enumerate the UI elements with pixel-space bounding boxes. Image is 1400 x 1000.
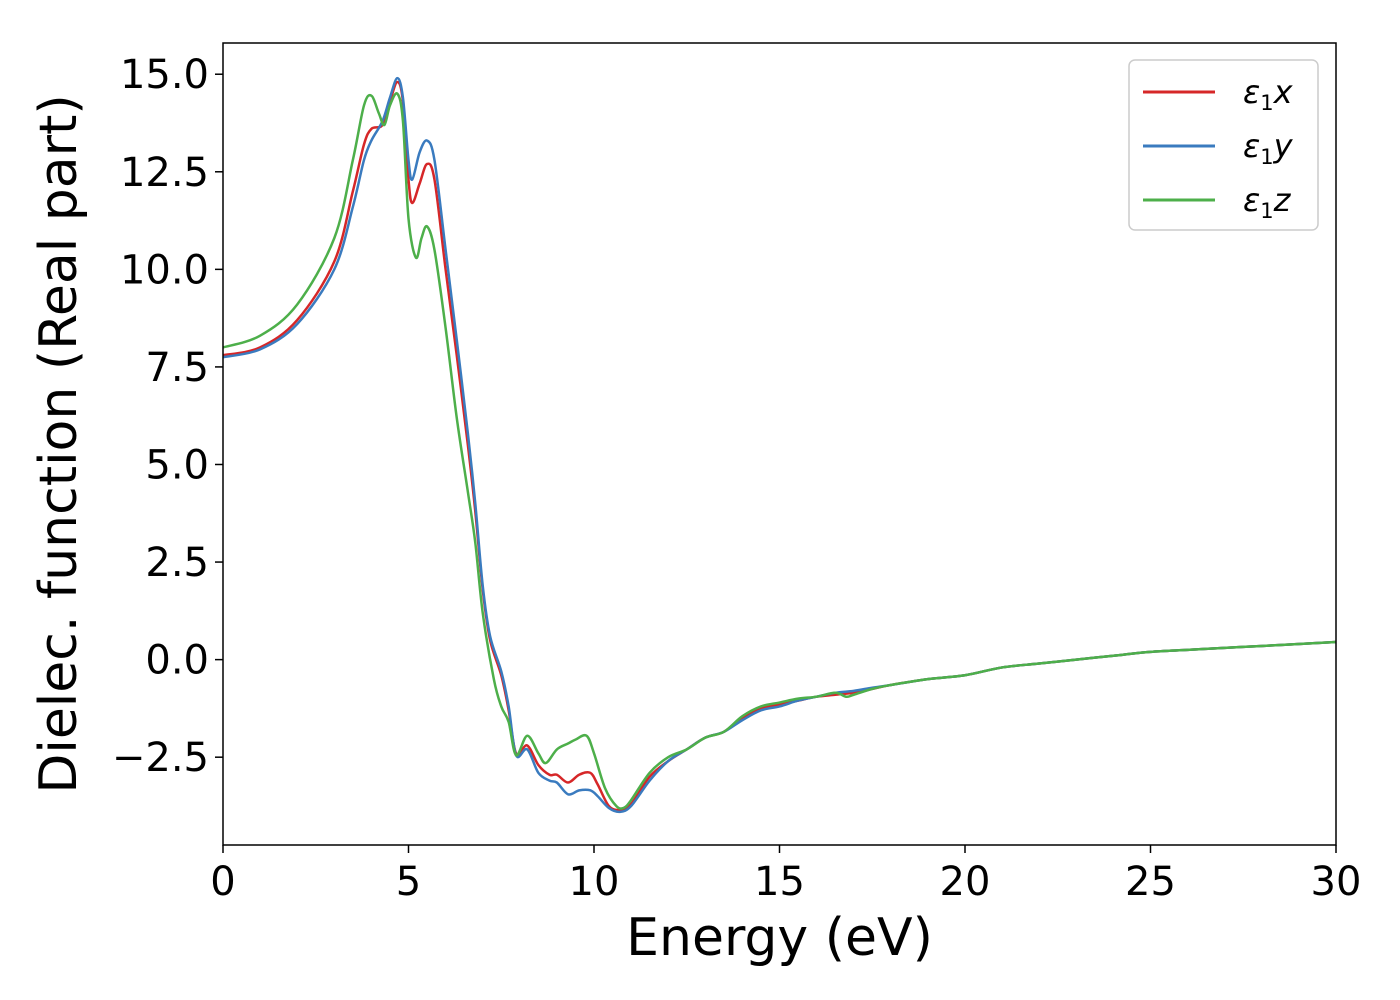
y-tick-label: −2.5	[112, 735, 209, 781]
legend-label-y: ε1y	[1243, 127, 1294, 169]
series-layer	[223, 76, 1336, 814]
y-axis-ticks: −2.5 0.0 2.5 5.0 7.5 10.0 12.5 15.0	[112, 52, 223, 781]
legend: ε1x ε1y ε1z	[1128, 59, 1319, 231]
x-tick-label: 20	[940, 859, 991, 905]
legend-label-z: ε1z	[1243, 181, 1292, 223]
x-tick-label: 10	[569, 859, 620, 905]
x-tick-label: 5	[396, 859, 421, 905]
x-tick-label: 15	[754, 859, 805, 905]
y-tick-label: 10.0	[120, 247, 209, 293]
x-axis-label: Energy (eV)	[626, 908, 933, 968]
y-tick-label: 7.5	[145, 345, 209, 391]
legend-label-x: ε1x	[1243, 73, 1294, 115]
x-axis-ticks: 0 5 10 15 20 25 30	[210, 845, 1361, 905]
y-tick-label: 15.0	[120, 52, 209, 98]
x-tick-label: 25	[1125, 859, 1176, 905]
legend-box	[1128, 59, 1319, 231]
series-line-z	[223, 92, 1336, 810]
y-tick-label: 12.5	[120, 150, 209, 196]
y-tick-label: 0.0	[145, 638, 209, 684]
y-tick-label: 5.0	[145, 442, 209, 488]
y-tick-label: 2.5	[145, 540, 209, 586]
x-tick-label: 30	[1311, 859, 1362, 905]
y-axis-label: Dielec. function (Real part)	[29, 94, 89, 793]
x-tick-label: 0	[210, 859, 235, 905]
